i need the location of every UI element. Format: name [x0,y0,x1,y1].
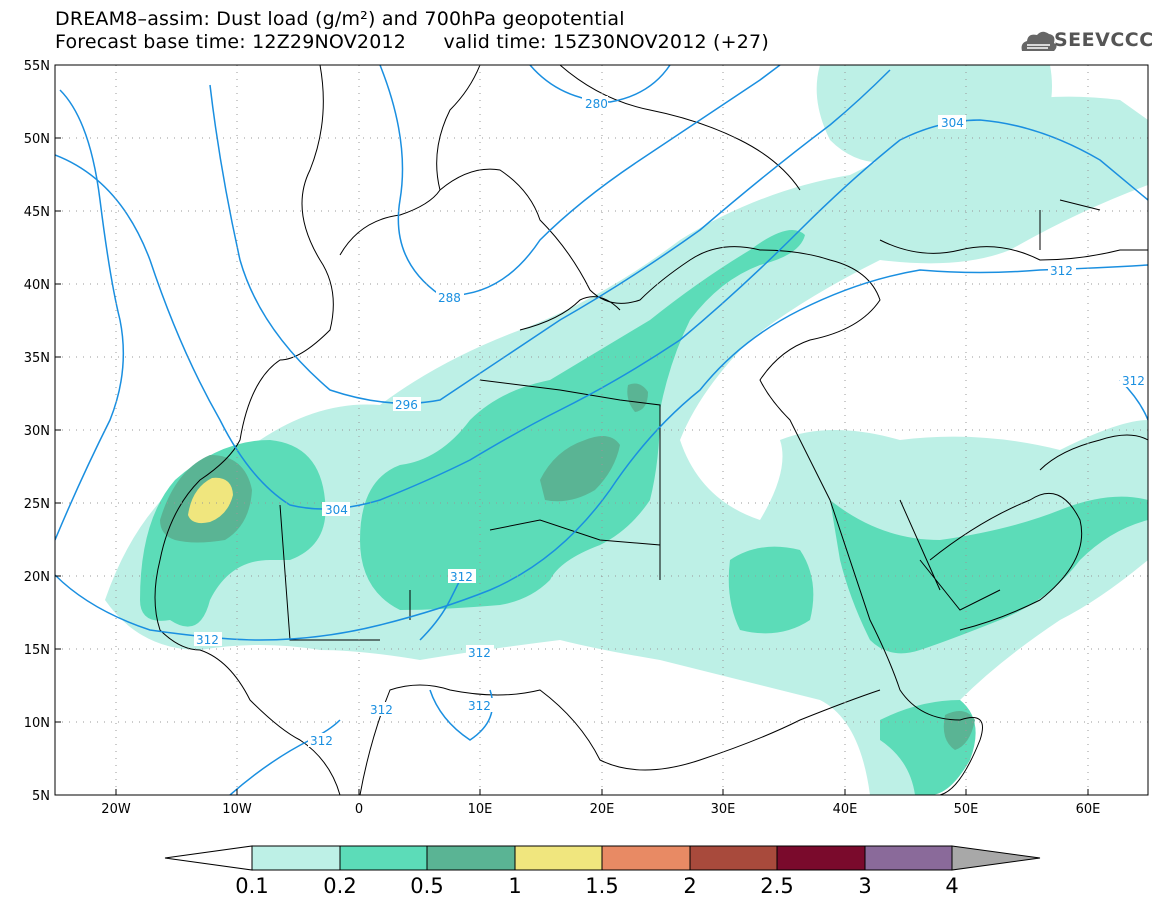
colorbar-tick-label: 0.2 [323,874,356,898]
contour-label: 312 [468,699,491,713]
colorbar-tick-label: 3 [858,874,871,898]
colorbar-segment [514,845,603,871]
forecast-time-line: Forecast base time: 12Z29NOV2012 valid t… [55,31,769,53]
cloud-logo-icon [1021,31,1057,51]
colorbar-segment [339,845,428,871]
colorbar-segment [251,845,341,871]
contour-280 [529,65,671,103]
longitude-labels: 20W 10W 0 10E 20E 30E 40E 50E 60E [101,802,1100,817]
lat-label: 40N [24,278,50,293]
colorbar-tick-label: 2.5 [760,874,793,898]
lat-label: 45N [24,205,50,220]
axis-ticks [55,64,1089,796]
contour-296 [209,69,891,405]
graticule [55,65,1148,795]
map-plot-area [55,65,1148,795]
contour-label: 312 [450,570,473,584]
lon-label: 50E [954,802,979,817]
colorbar-segment [426,845,516,871]
lat-label: 5N [32,789,50,804]
colorbar-tick-label: 0.1 [235,874,268,898]
coastlines [154,65,1148,795]
dust-1-region [188,477,233,524]
colorbar-under-arrow [164,845,253,871]
contour-288 [379,65,781,297]
lat-label: 20N [24,570,50,585]
colorbar-segment [864,845,953,871]
contour-label: 304 [941,116,964,130]
lon-label: 20W [101,802,131,817]
colorbar-segment [776,845,866,871]
colorbar-tick-label: 4 [945,874,958,898]
lat-label: 10N [24,716,50,731]
map-title: DREAM8–assim: Dust load (g/m²) and 700hP… [55,8,625,30]
contour-label: 288 [438,291,461,305]
lat-label: 55N [24,59,50,74]
colorbar-segment [601,845,691,871]
contour-label: 280 [585,97,608,111]
latitude-labels: 55N 50N 45N 40N 35N 30N 25N 20N 15N 10N … [24,59,50,804]
colorbar [164,845,1041,871]
lat-label: 25N [24,497,50,512]
contour-312-main [55,264,1148,641]
colorbar-over-arrow [951,845,1041,871]
contour-labels: 280 288 296 304 304 312 312 312 312 312 … [194,96,1148,748]
contour-label: 312 [468,646,491,660]
contour-label: 312 [196,633,219,647]
lon-label: 40E [833,802,858,817]
lon-label: 20E [590,802,615,817]
lat-label: 30N [24,424,50,439]
lon-label: 10W [222,802,252,817]
contour-label: 312 [1122,374,1145,388]
colorbar-ticks: 0.1 0.2 0.5 1 1.5 2 2.5 3 4 [235,874,958,898]
lon-label: 60E [1076,802,1101,817]
contour-label: 312 [310,734,333,748]
contour-label: 312 [1050,264,1073,278]
contour-312-center [419,579,461,641]
colorbar-segment [689,845,778,871]
lat-label: 35N [24,351,50,366]
colorbar-tick-label: 1 [508,874,521,898]
contour-312-west [55,89,125,541]
contour-label: 304 [325,503,348,517]
lon-label: 30E [711,802,736,817]
contour-label: 312 [370,703,393,717]
logo-text: SEEVCCC [1054,29,1154,51]
lat-label: 50N [24,132,50,147]
lon-label: 10E [468,802,493,817]
lon-label: 0 [355,802,363,817]
colorbar-tick-label: 0.5 [410,874,443,898]
colorbar-tick-label: 2 [683,874,696,898]
contour-label: 296 [395,398,418,412]
lat-label: 15N [24,643,50,658]
contour-304 [55,119,1148,510]
colorbar-tick-label: 1.5 [585,874,618,898]
